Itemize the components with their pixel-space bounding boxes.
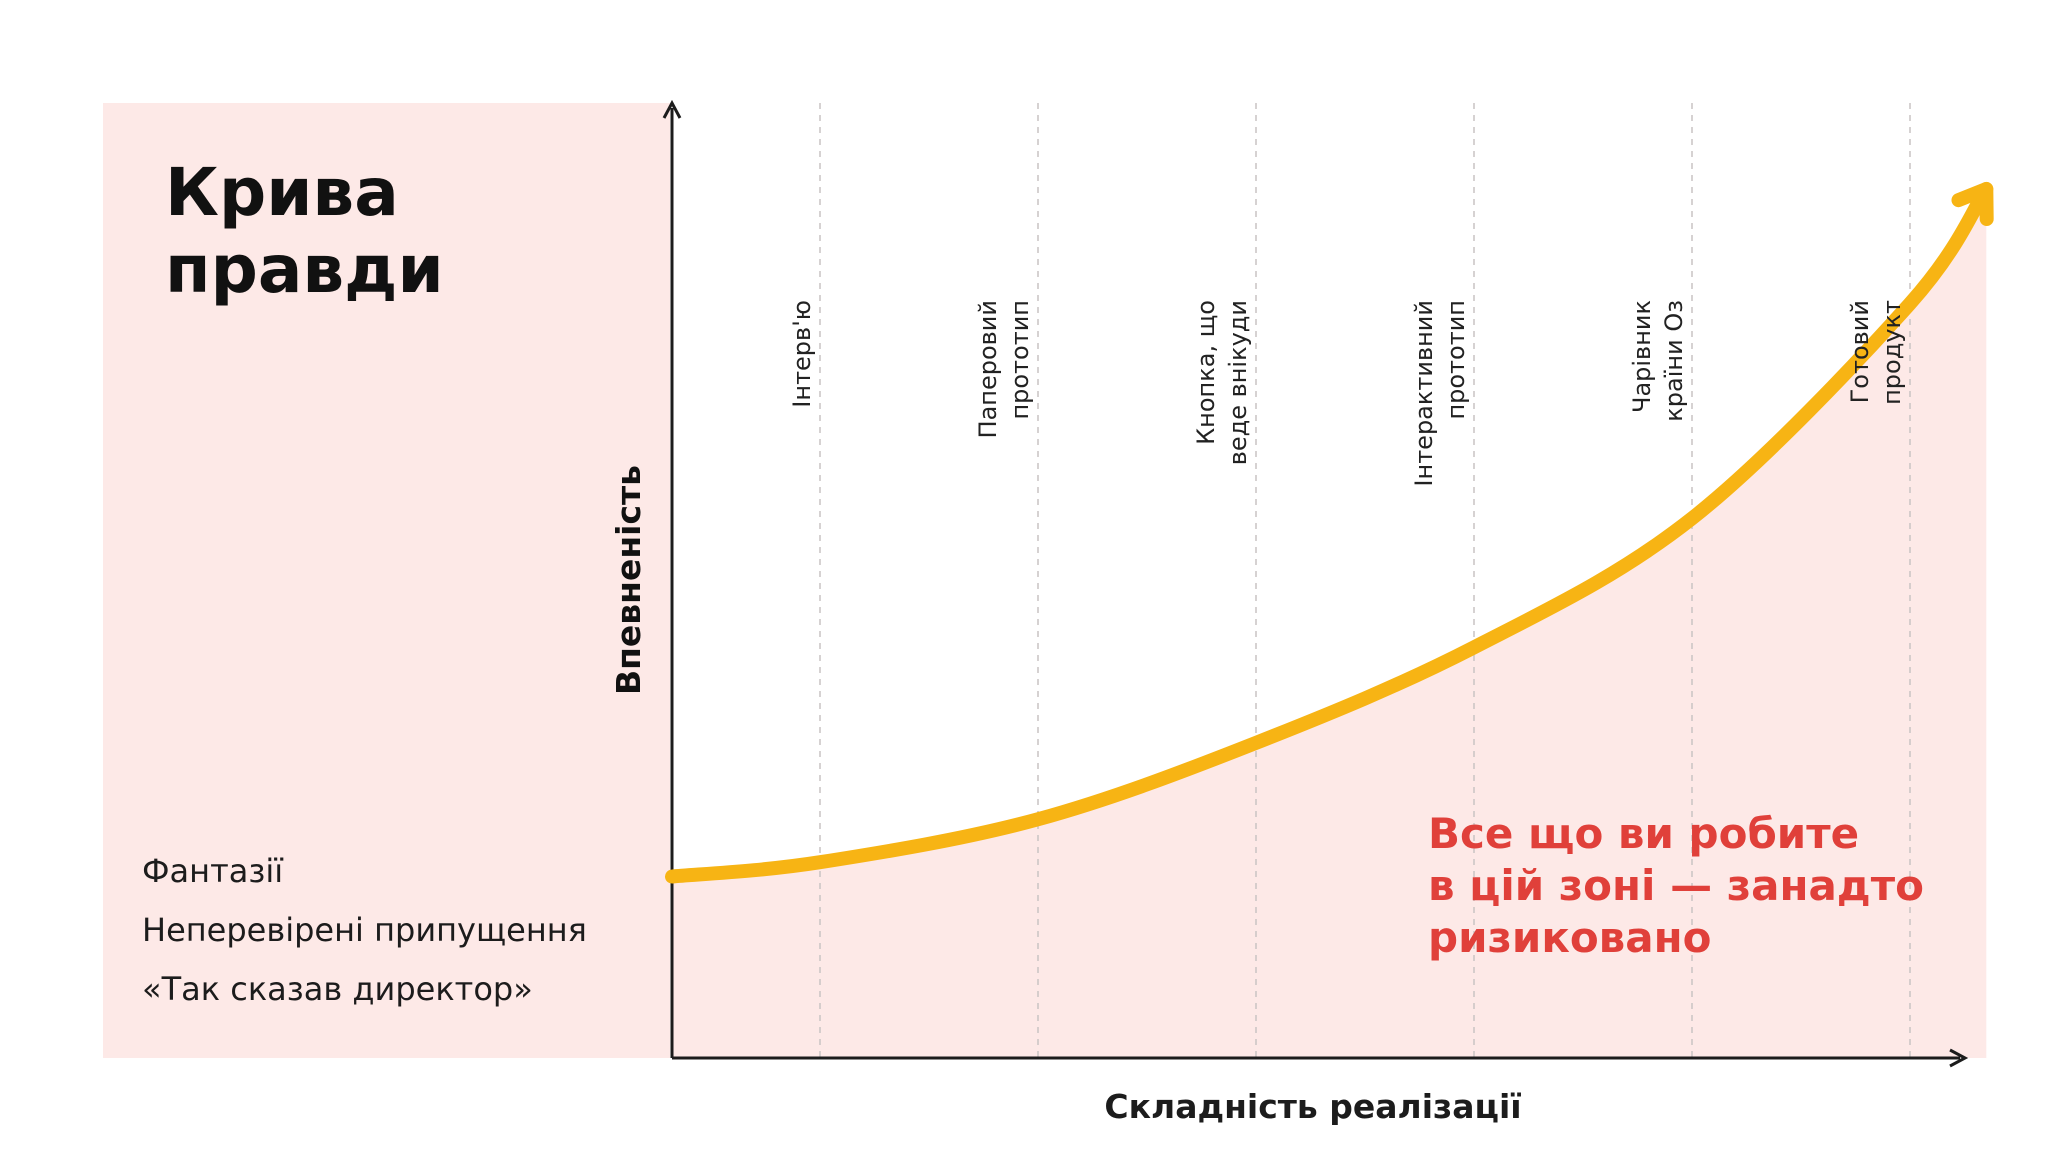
- note-unverified-assumptions: Неперевірені припущення: [142, 911, 587, 949]
- stage-label-line: Чарівник: [1628, 300, 1656, 413]
- risk-zone-left-panel: [103, 103, 670, 1058]
- stage-label-line: веде внікуди: [1224, 300, 1252, 465]
- curve-arrowhead: [1951, 181, 1994, 226]
- risk-message: Все що ви робите в цій зоні — занадто ри…: [1428, 809, 1939, 962]
- x-axis-label: Складність реалізації: [1104, 1087, 1521, 1126]
- note-director-said: «Так сказав директор»: [142, 970, 533, 1008]
- stage-labels: Інтерв'ю Паперовий прототип Кнопка, що веде …: [788, 300, 1906, 487]
- chart-title-line-2: правди: [165, 231, 444, 308]
- truth-curve-line: [665, 181, 1994, 884]
- stage-label: Інтерактивний прототип: [1410, 300, 1470, 487]
- stage-label-line: Кнопка, що: [1192, 300, 1220, 445]
- risk-zone-under-curve: [672, 188, 1987, 1058]
- x-axis-arrowhead: [1949, 1048, 1969, 1068]
- y-axis-arrowhead: [662, 99, 682, 119]
- stage-label-line: Інтерактивний: [1410, 300, 1438, 487]
- stage-label: Готовий продукт: [1846, 300, 1906, 405]
- axes: [662, 99, 1969, 1068]
- stage-label: Інтерв'ю: [788, 300, 816, 408]
- stage-label-line: прототип: [1442, 300, 1470, 420]
- stage-label-line: прототип: [1006, 300, 1034, 420]
- stage-label: Чарівник країни Оз: [1628, 300, 1688, 422]
- stage-label-line: Готовий: [1846, 300, 1874, 403]
- risk-message-line-2: в цій зоні — занадто: [1428, 861, 1924, 910]
- note-fantasies: Фантазії: [142, 852, 284, 890]
- stage-guides: [819, 103, 1911, 1058]
- stage-label-line: продукт: [1878, 300, 1906, 405]
- stage-label-line: країни Оз: [1660, 300, 1688, 422]
- stage-label: Паперовий прототип: [974, 300, 1034, 438]
- stage-label: Кнопка, що веде внікуди: [1192, 300, 1252, 465]
- chart-title: Крива правди: [165, 154, 444, 308]
- chart-title-line-1: Крива: [165, 154, 399, 231]
- y-axis-label: Впевненість: [609, 465, 648, 695]
- risk-message-line-1: Все що ви робите: [1428, 809, 1859, 858]
- stage-label-line: Паперовий: [974, 300, 1002, 438]
- stage-label-line: Інтерв'ю: [788, 300, 816, 408]
- risk-message-line-3: ризиковано: [1428, 913, 1711, 962]
